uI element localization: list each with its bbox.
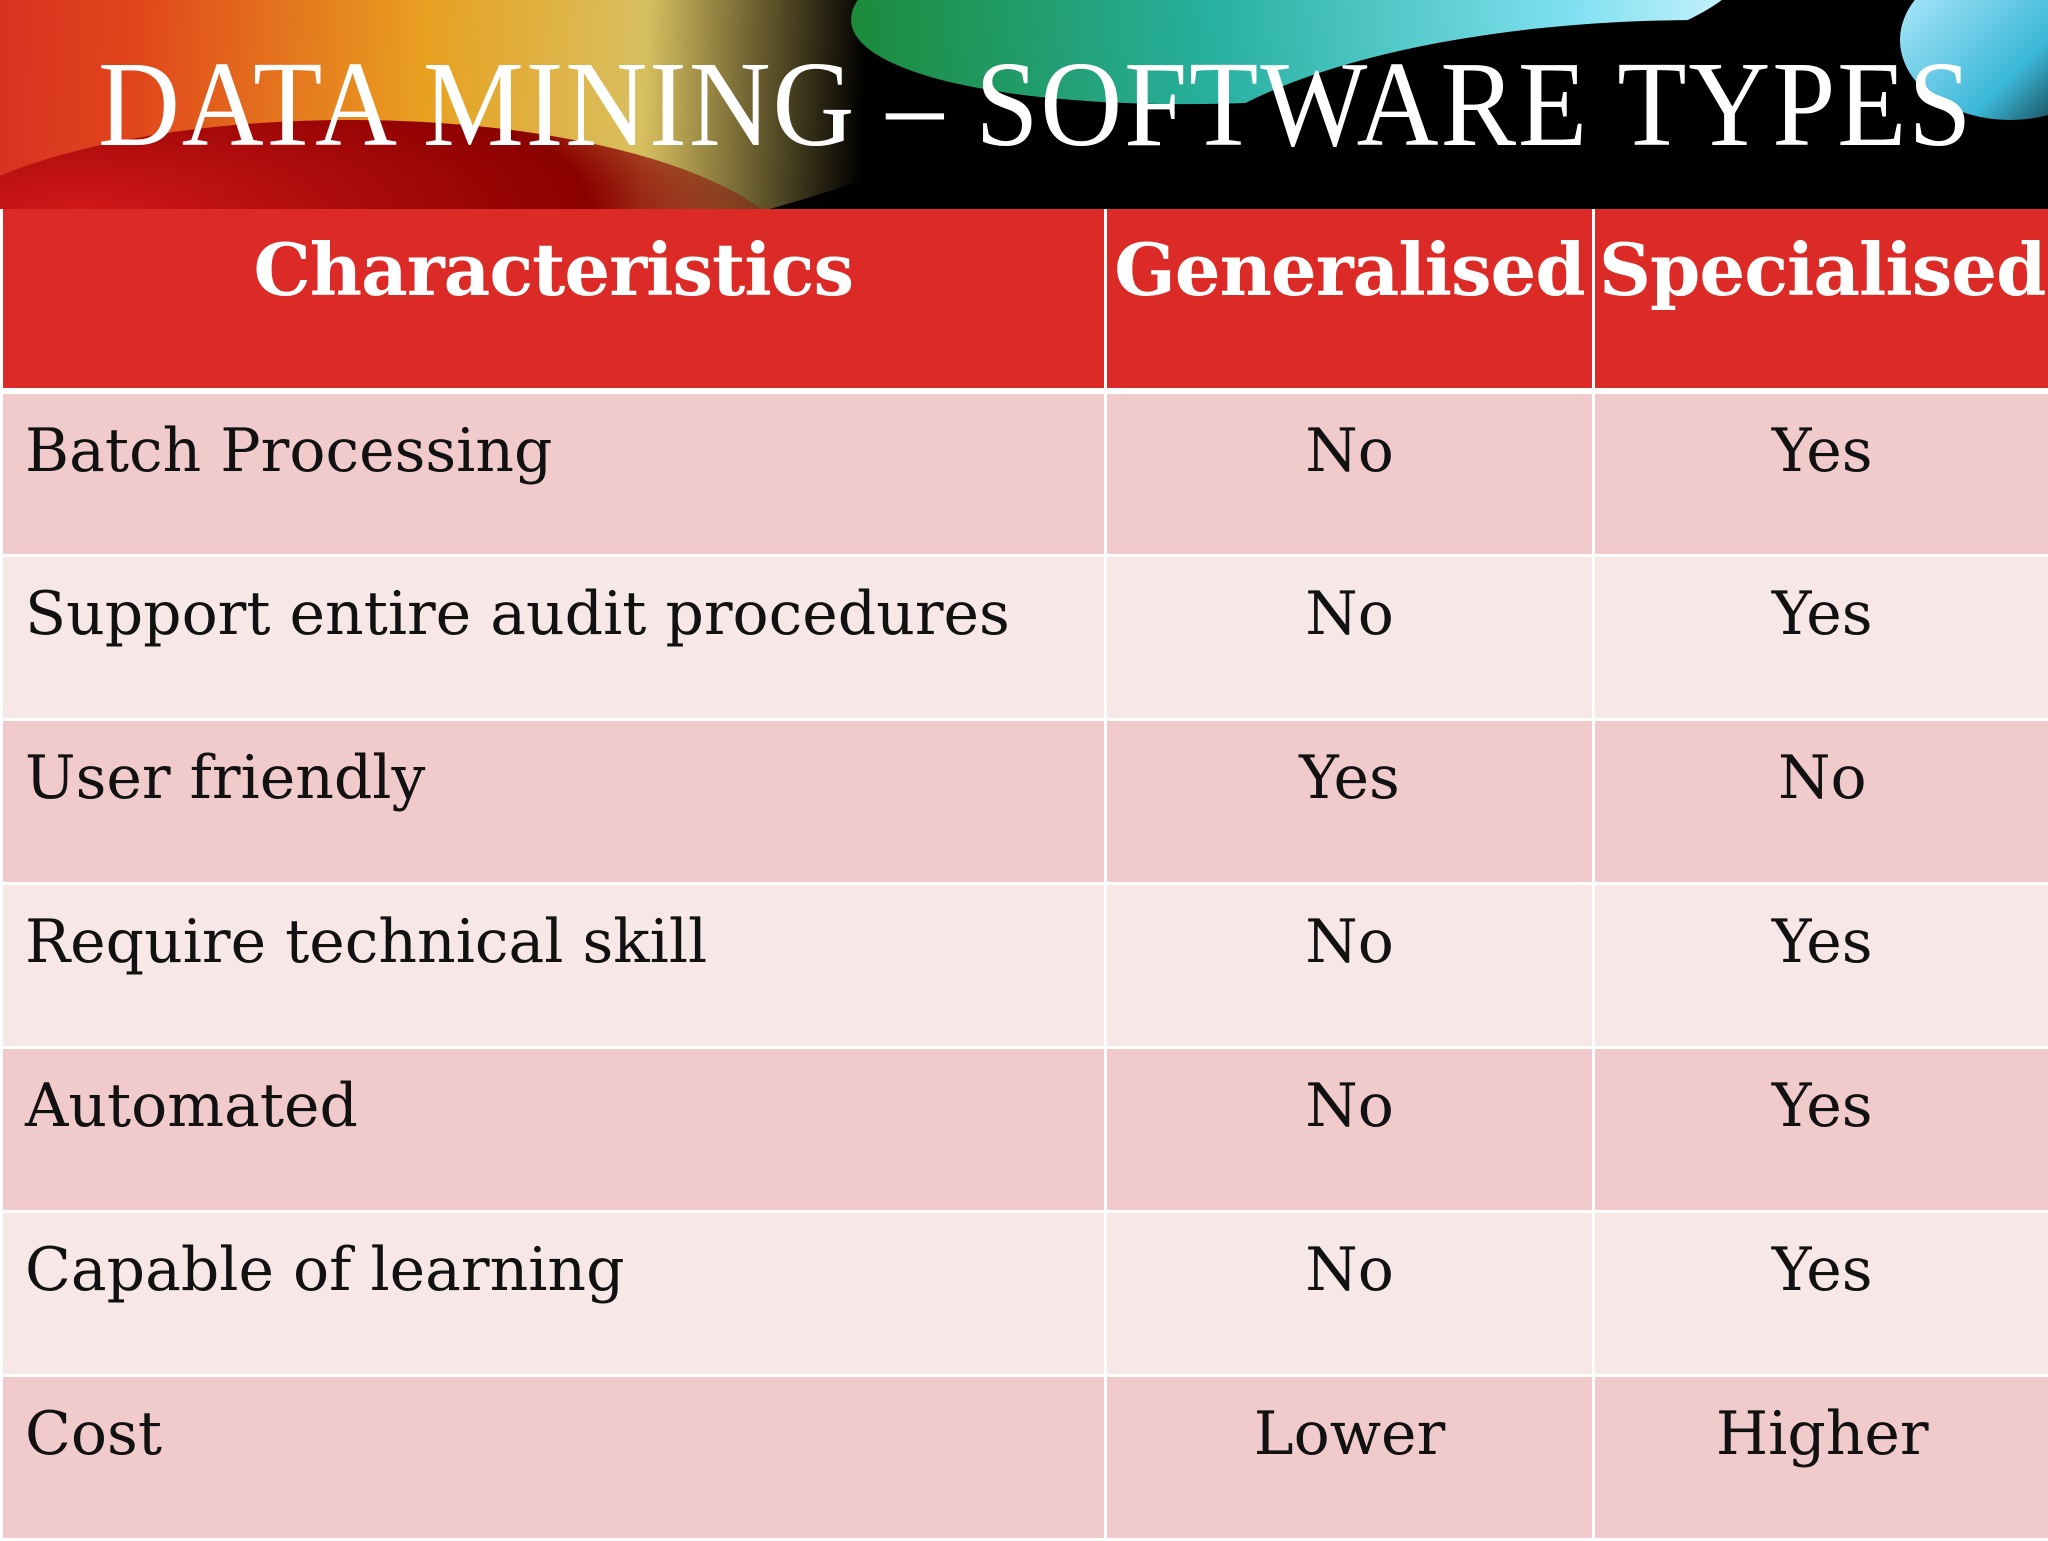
specialised-cell: Yes — [1594, 1047, 2048, 1211]
characteristic-cell: Require technical skill — [2, 883, 1106, 1047]
title-banner: DATA MINING – SOFTWARE TYPES — [0, 0, 2048, 209]
specialised-cell: Higher — [1594, 1375, 2048, 1539]
generalised-cell: No — [1106, 391, 1594, 555]
generalised-cell: No — [1106, 883, 1594, 1047]
specialised-cell: No — [1594, 719, 2048, 883]
header-specialised: Specialised — [1594, 209, 2048, 391]
specialised-cell: Yes — [1594, 1211, 2048, 1375]
specialised-cell: Yes — [1594, 883, 2048, 1047]
header-generalised: Generalised — [1106, 209, 1594, 391]
characteristic-cell: Automated — [2, 1047, 1106, 1211]
slide-title: DATA MINING – SOFTWARE TYPES — [98, 40, 1828, 170]
generalised-cell: Lower — [1106, 1375, 1594, 1539]
characteristic-cell: Support entire audit procedures — [2, 555, 1106, 719]
generalised-cell: No — [1106, 1047, 1594, 1211]
characteristic-cell: Batch Processing — [2, 391, 1106, 555]
generalised-cell: No — [1106, 1211, 1594, 1375]
header-characteristics: Characteristics — [2, 209, 1106, 391]
comparison-table: Characteristics Generalised Specialised … — [0, 209, 2048, 1541]
specialised-cell: Yes — [1594, 555, 2048, 719]
characteristic-cell: Capable of learning — [2, 1211, 1106, 1375]
characteristic-cell: User friendly — [2, 719, 1106, 883]
table-header-row: Characteristics Generalised Specialised — [2, 209, 2048, 391]
specialised-cell: Yes — [1594, 391, 2048, 555]
generalised-cell: Yes — [1106, 719, 1594, 883]
generalised-cell: No — [1106, 555, 1594, 719]
characteristic-cell: Cost — [2, 1375, 1106, 1539]
